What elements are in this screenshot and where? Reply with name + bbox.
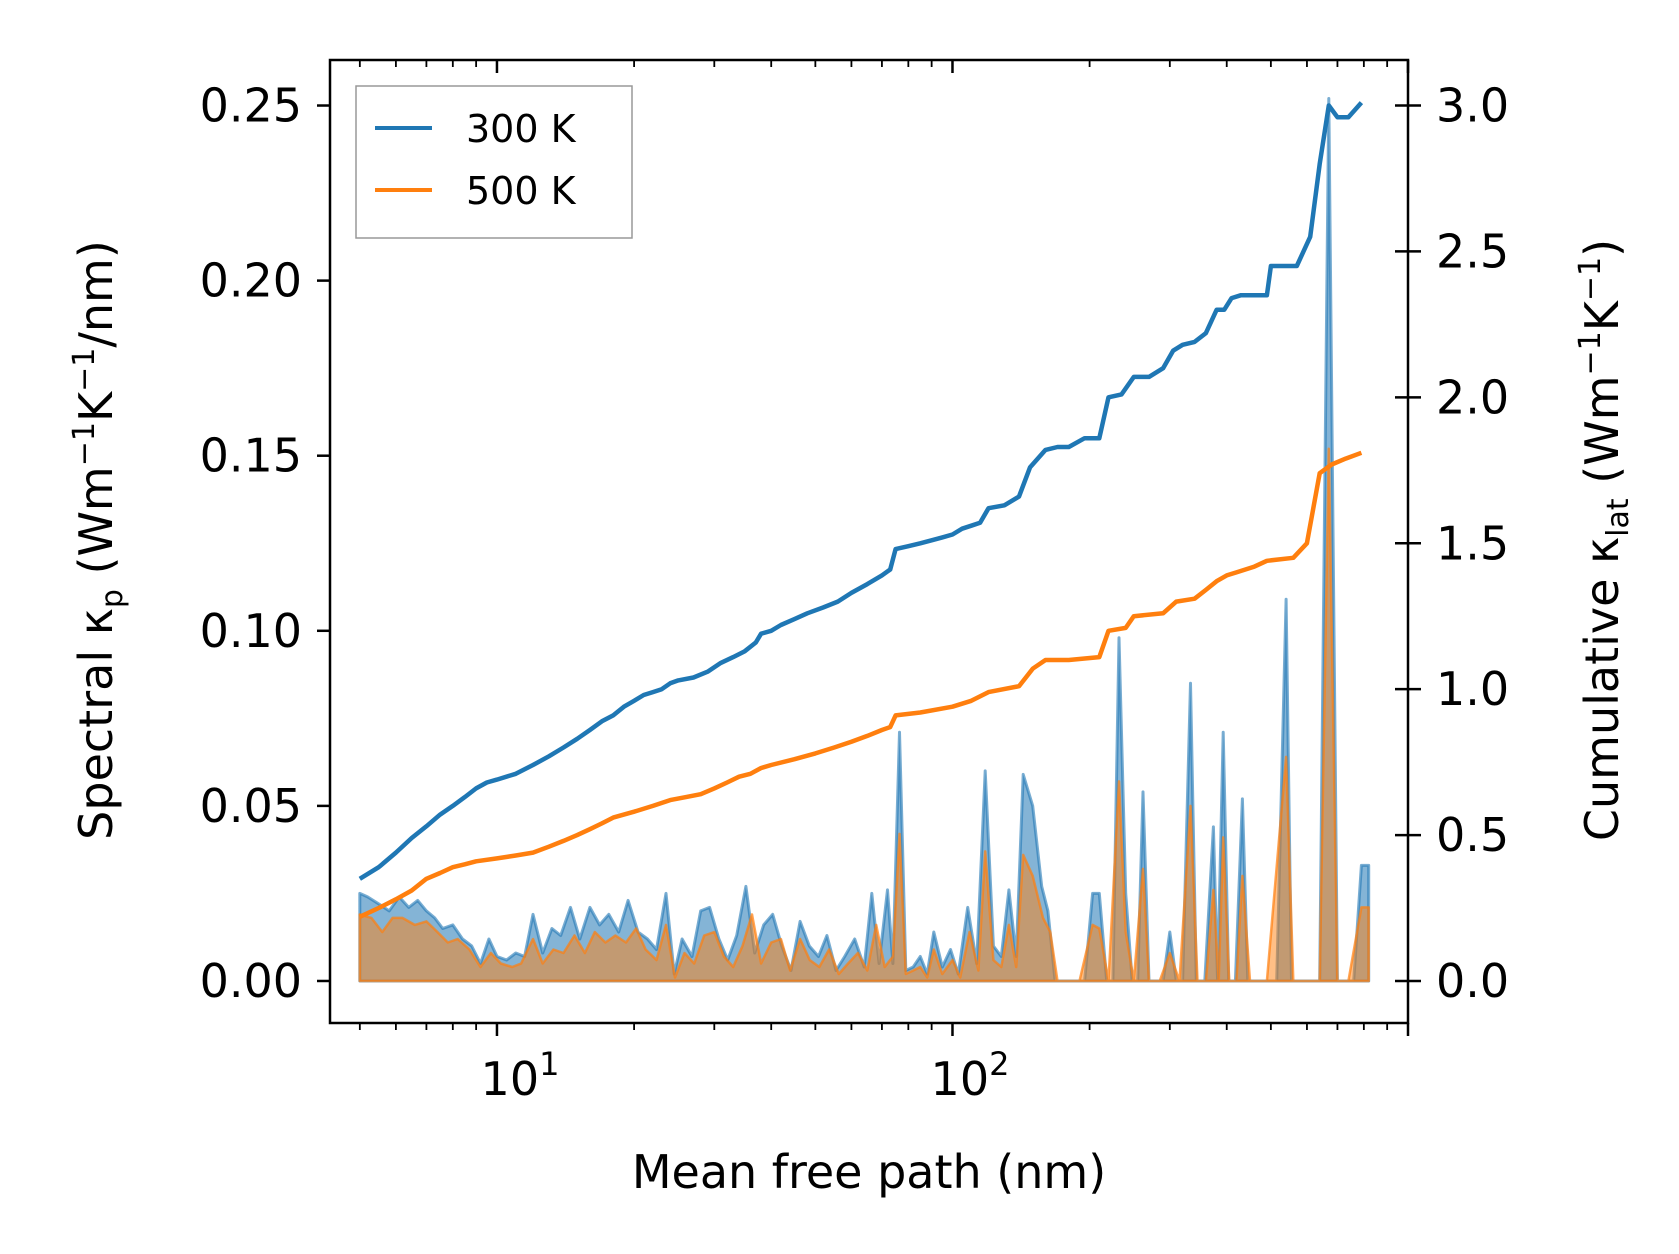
y2-tick-label: 0.5: [1436, 808, 1509, 862]
left-y-tick-labels: 0.00 0.05 0.10 0.15 0.20 0.25: [200, 79, 302, 1008]
cumulative-line-layer: [358, 101, 1364, 919]
y-axis-label: Spectral κp (Wm−1K−1/nm): [67, 240, 130, 840]
cumulative-line-500k: [358, 450, 1363, 919]
spectral-fill-layer: [358, 97, 1371, 983]
y2-tick-label: 2.0: [1436, 370, 1509, 424]
y2-tick-label: 1.5: [1436, 516, 1509, 570]
legend-label-300k: 300 K: [466, 107, 577, 151]
y2-axis-label: Cumulative κlat (Wm−1K−1): [1573, 239, 1636, 841]
y-tick-label: 0.05: [200, 779, 302, 833]
x-tick-label: 102: [931, 1045, 1010, 1106]
cumulative-line-300k: [358, 101, 1364, 881]
y2-tick-label: 1.0: [1436, 662, 1509, 716]
legend-box: [355, 85, 633, 239]
y2-tick-label: 0.0: [1436, 954, 1509, 1008]
y-tick-label: 0.20: [200, 254, 302, 308]
spectral-area-500k: [358, 447, 1370, 983]
y-tick-label: 0.10: [200, 604, 302, 658]
y-tick-label: 0.00: [200, 954, 302, 1008]
y2-tick-label: 3.0: [1436, 79, 1509, 133]
y-tick-label: 0.25: [200, 79, 302, 133]
y-tick-label: 0.15: [200, 429, 302, 483]
x-axis-label: Mean free path (nm): [632, 1145, 1106, 1199]
x-tick-label: 101: [481, 1045, 560, 1106]
axes-frame: [328, 58, 1410, 1025]
y2-tick-label: 2.5: [1436, 224, 1509, 278]
legend-label-500k: 500 K: [466, 169, 577, 213]
right-y-tick-labels: 0.0 0.5 1.0 1.5 2.0 2.5 3.0: [1436, 79, 1509, 1008]
legend: 300 K 500 K: [355, 85, 633, 239]
